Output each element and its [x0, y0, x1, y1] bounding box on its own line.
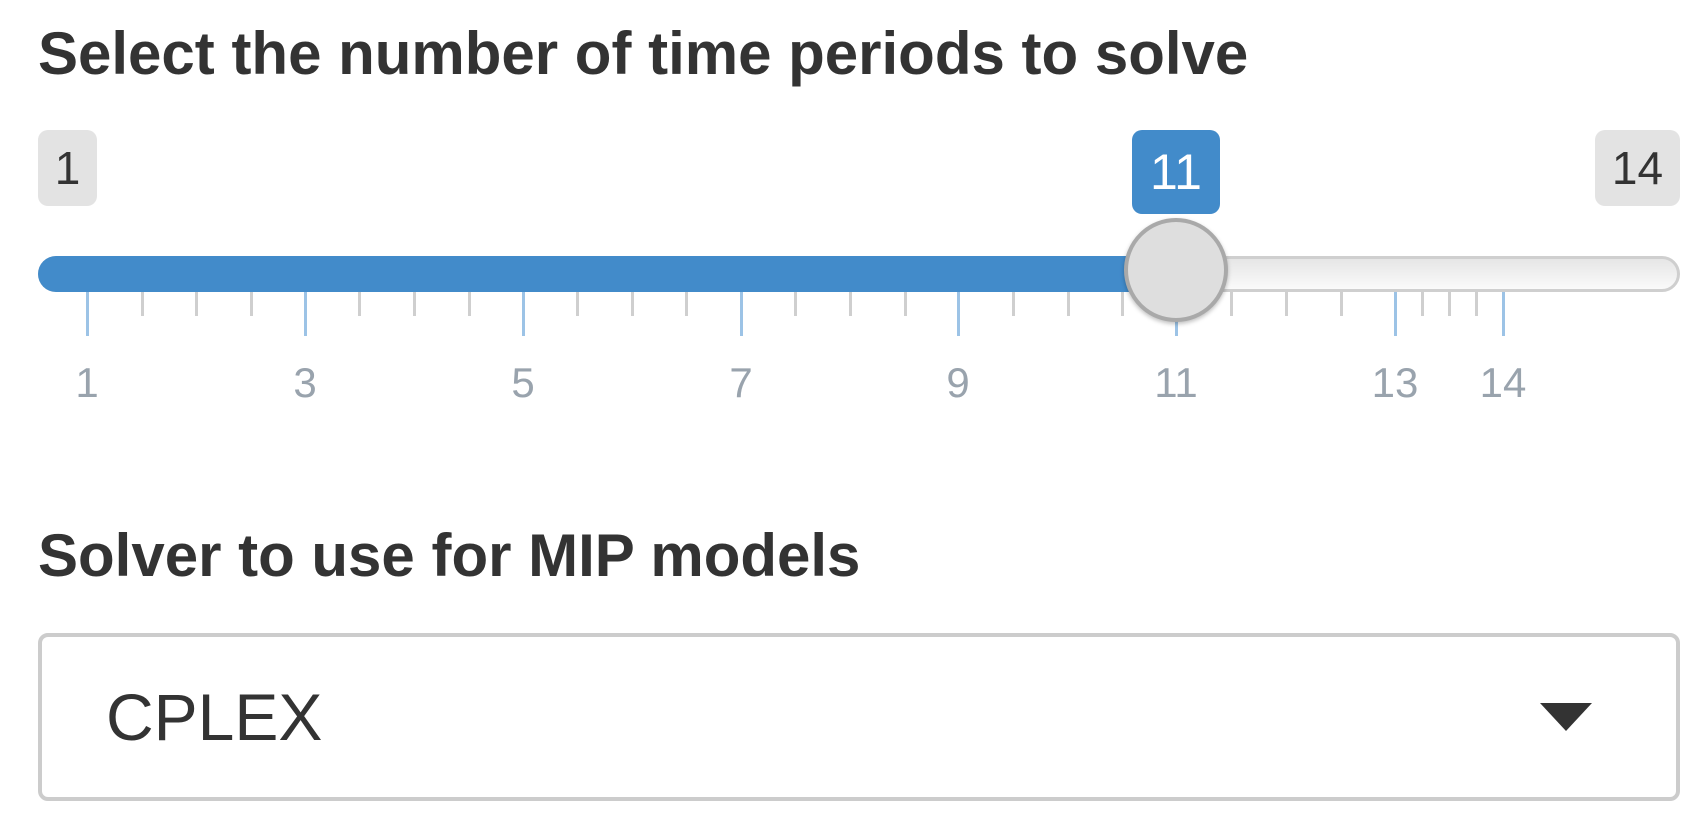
slider-tick-label: 3: [293, 359, 317, 406]
slider-tick-minor: [413, 292, 416, 316]
slider-handle[interactable]: [1124, 218, 1228, 322]
slider-tick-label: 13: [1371, 359, 1419, 406]
slider-tick-major: [740, 292, 743, 336]
slider-tick-minor: [1475, 292, 1478, 316]
slider-tick-major: [86, 292, 89, 336]
slider-tick-minor: [1012, 292, 1015, 316]
slider-tick-label: 7: [729, 359, 753, 406]
solver-selected-value: CPLEX: [106, 680, 323, 754]
slider-tick-minor: [685, 292, 688, 316]
slider-tick-minor: [141, 292, 144, 316]
slider-tick-label: 1: [75, 359, 99, 406]
time-periods-slider[interactable]: 1 14 11 1 3 5 7 9 11 13 14: [0, 0, 1696, 440]
slider-tick-major: [1502, 292, 1505, 336]
slider-tick-label: 11: [1154, 359, 1198, 406]
slider-tick-major: [1394, 292, 1397, 336]
slider-tick-major: [957, 292, 960, 336]
solver-label: Solver to use for MIP models: [38, 522, 861, 589]
solver-select[interactable]: CPLEX: [38, 633, 1680, 801]
slider-tick-major: [304, 292, 307, 336]
slider-tick-minor: [195, 292, 198, 316]
slider-value-badge: 11: [1132, 130, 1220, 214]
slider-tick-minor: [358, 292, 361, 316]
slider-tick-label: 14: [1479, 359, 1527, 406]
slider-tick-minor: [631, 292, 634, 316]
caret-down-icon: [1540, 703, 1592, 731]
slider-tick-label: 5: [511, 359, 535, 406]
slider-tick-minor: [1285, 292, 1288, 316]
time-periods-label: Select the number of time periods to sol…: [38, 20, 1249, 87]
slider-tick-minor: [849, 292, 852, 316]
slider-tick-minor: [1230, 292, 1233, 316]
slider-tick-minor: [1067, 292, 1070, 316]
slider-tick-minor: [904, 292, 907, 316]
slider-fill: [38, 256, 1176, 292]
slider-tick-major: [522, 292, 525, 336]
slider-tick-minor: [250, 292, 253, 316]
slider-tick-minor: [576, 292, 579, 316]
slider-tick-minor: [1448, 292, 1451, 316]
slider-tick-minor: [468, 292, 471, 316]
slider-tick-label: 9: [946, 359, 970, 406]
slider-tick-minor: [1340, 292, 1343, 316]
slider-tick-minor: [1121, 292, 1124, 316]
slider-tick-minor: [794, 292, 797, 316]
slider-max-badge: 14: [1595, 130, 1680, 206]
slider-min-badge: 1: [38, 130, 97, 206]
slider-tick-minor: [1421, 292, 1424, 316]
